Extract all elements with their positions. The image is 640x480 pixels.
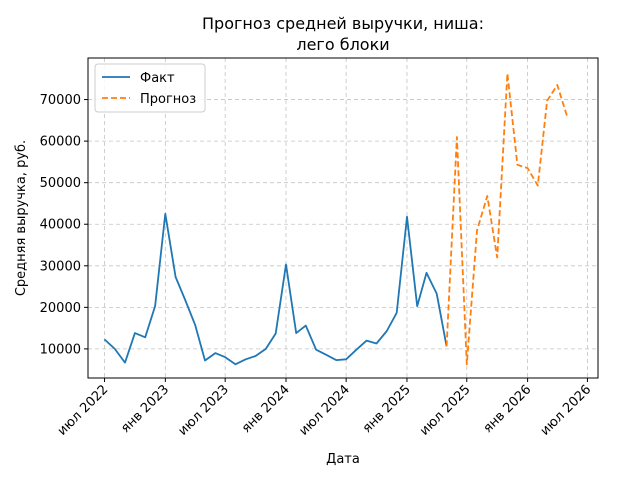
- y-tick-label: 60000: [40, 135, 81, 150]
- legend-label-forecast: Прогноз: [140, 92, 196, 107]
- y-tick-label: 10000: [40, 342, 81, 357]
- y-tick-label: 70000: [40, 93, 81, 108]
- y-tick-label: 30000: [40, 259, 81, 274]
- series-line-fact: [103, 212, 448, 366]
- series-layer: [103, 72, 569, 366]
- x-tick-label: янв 2025: [360, 382, 414, 436]
- legend-box: [94, 63, 206, 113]
- x-tick-label: янв 2023: [118, 382, 172, 436]
- y-axis-label: Средняя выручка, руб.: [14, 140, 29, 296]
- x-axis-label: Дата: [326, 452, 360, 467]
- x-tick-label: янв 2026: [481, 382, 535, 436]
- legend: Факт Прогноз: [94, 63, 206, 113]
- x-tick-label: янв 2024: [239, 382, 293, 436]
- x-axis: июл 2022 янв 2023 июл 2023 янв 2024 июл 2024…: [55, 378, 594, 439]
- x-tick-label: июл 2026: [538, 382, 595, 439]
- y-tick-label: 20000: [40, 301, 81, 316]
- y-axis: 10000 20000 30000 40000 50000 60000 70000: [40, 93, 88, 357]
- chart-title-line-2: лего блоки: [296, 35, 389, 54]
- x-tick-label: июл 2024: [296, 382, 353, 439]
- x-tick-label: июл 2025: [417, 382, 474, 439]
- plot-frame: [87, 57, 599, 379]
- y-tick-label: 40000: [40, 218, 81, 233]
- series-line-forecast: [445, 72, 569, 366]
- x-tick-label: июл 2022: [55, 382, 112, 439]
- x-tick-label: июл 2023: [175, 382, 232, 439]
- y-tick-label: 50000: [40, 176, 81, 191]
- chart-title-line-1: Прогноз средней выручки, ниша:: [202, 14, 484, 33]
- legend-label-fact: Факт: [140, 71, 175, 86]
- chart-title: Прогноз средней выручки, ниша: лего блок…: [202, 14, 484, 54]
